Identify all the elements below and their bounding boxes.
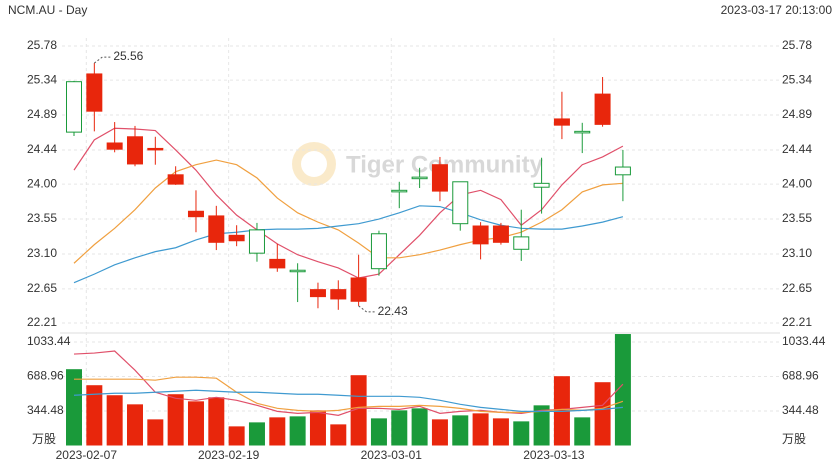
candle-body (574, 130, 591, 134)
moving-average (73, 205, 624, 284)
candle-body (248, 229, 265, 254)
volume-bar (248, 422, 265, 446)
candle-body (309, 289, 326, 298)
y-tick-label: 24.89 (27, 107, 57, 121)
x-tick-label: 2023-02-07 (56, 448, 118, 462)
x-tick-label: 2023-03-01 (361, 448, 423, 462)
y-tick-label: 22.21 (782, 315, 812, 329)
y-tick-label: 24.44 (782, 142, 812, 156)
y-tick-label: 688.96 (782, 369, 819, 383)
y-tick-label: 23.55 (782, 211, 812, 225)
volume-bar (574, 417, 591, 446)
moving-average (73, 159, 623, 264)
candle-body (187, 210, 204, 218)
y-tick-label: 344.48 (782, 403, 819, 417)
candle-body (513, 236, 530, 250)
volume-bar (492, 418, 509, 446)
y-tick-label: 23.10 (27, 246, 57, 260)
annotation-leader (94, 56, 113, 64)
candle-body (391, 189, 408, 193)
y-tick-label: 1033.44 (782, 334, 826, 348)
low-label: 22.43 (378, 304, 408, 318)
candle-body (147, 147, 164, 151)
candle-body (330, 289, 347, 300)
volume-bar (431, 419, 448, 446)
chart-title: NCM.AU - Day (8, 3, 87, 17)
candle-body (614, 166, 631, 176)
y-tick-label: 1033.44 (27, 334, 71, 348)
volume-bar (472, 413, 489, 446)
volume-bar (533, 405, 550, 446)
volume-bar (411, 408, 428, 446)
unit-label: 万股 (32, 432, 56, 446)
y-tick-label: 25.34 (27, 72, 57, 86)
y-tick-label: 25.78 (27, 38, 57, 52)
annotation-leader (358, 305, 377, 313)
candle-body (106, 142, 123, 150)
volume-bar (269, 417, 286, 446)
y-tick-label: 344.48 (27, 403, 64, 417)
volume-bar (594, 382, 611, 446)
candle-body (594, 93, 611, 125)
y-tick-label: 25.34 (782, 72, 812, 86)
volume-bar (66, 369, 82, 446)
candle-body (431, 164, 448, 192)
candle-body (472, 225, 489, 245)
y-tick-label: 22.65 (782, 281, 812, 295)
volume-bar (289, 416, 306, 446)
volume-bar (167, 394, 184, 446)
volume-bar (309, 410, 326, 446)
y-tick-label: 24.44 (27, 142, 57, 156)
candle-body (370, 233, 387, 270)
candle-body (452, 181, 469, 225)
unit-label: 万股 (782, 432, 806, 446)
candle-body (289, 269, 306, 273)
volume-bar (208, 397, 225, 446)
volume-bar (370, 418, 387, 446)
volume-bar (86, 385, 103, 446)
candle-body (228, 234, 245, 242)
x-tick-label: 2023-02-19 (198, 448, 260, 462)
high-label: 25.56 (113, 49, 143, 63)
y-tick-label: 25.78 (782, 38, 812, 52)
candle-body (492, 225, 509, 243)
candle-body (126, 136, 143, 165)
volume-bar (350, 375, 367, 446)
volume-bar (614, 334, 631, 446)
candle-body (411, 176, 428, 180)
moving-average (73, 389, 623, 412)
volume-bar (228, 426, 245, 446)
y-tick-label: 688.96 (27, 369, 64, 383)
watermark-logo (292, 142, 336, 186)
moving-average (73, 127, 624, 279)
volume-bar (330, 424, 347, 446)
volume-bar (106, 395, 123, 446)
y-tick-label: 23.10 (782, 246, 812, 260)
candle-body (208, 215, 225, 243)
y-tick-label: 22.21 (27, 315, 57, 329)
y-tick-label: 23.55 (27, 211, 57, 225)
volume-bar (147, 419, 164, 446)
y-tick-label: 24.00 (782, 176, 812, 190)
candle-body (167, 174, 184, 185)
volume-bar (452, 415, 469, 446)
candle-body (533, 182, 550, 188)
y-tick-label: 22.65 (27, 281, 57, 295)
volume-bar (391, 410, 408, 446)
candle-body (350, 277, 367, 302)
volume-bar (187, 401, 204, 446)
timestamp: 2023-03-17 20:13:00 (721, 3, 833, 17)
candle-body (86, 73, 103, 112)
y-tick-label: 24.89 (782, 107, 812, 121)
candle-body (553, 118, 570, 126)
volume-bar (126, 404, 143, 446)
candle-body (66, 81, 82, 133)
candle-body (269, 258, 286, 269)
y-tick-label: 24.00 (27, 176, 57, 190)
x-tick-label: 2023-03-13 (523, 448, 585, 462)
volume-bar (513, 421, 530, 446)
